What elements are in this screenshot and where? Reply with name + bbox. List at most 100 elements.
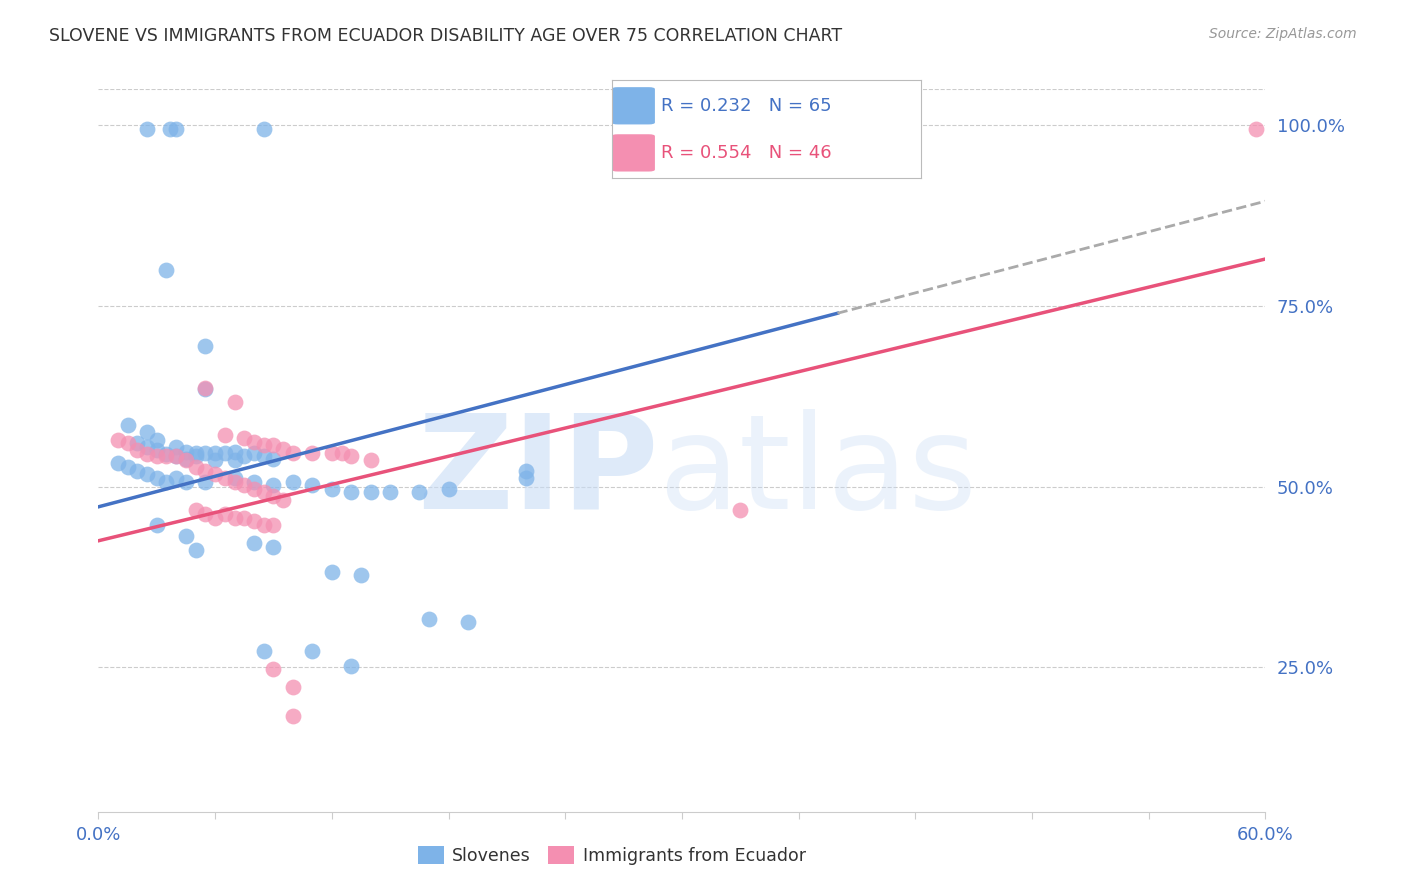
Point bbox=[194, 475, 217, 489]
Point bbox=[117, 460, 139, 475]
Point bbox=[184, 460, 207, 475]
Legend: Slovenes, Immigrants from Ecuador: Slovenes, Immigrants from Ecuador bbox=[411, 839, 813, 871]
Point bbox=[174, 445, 197, 459]
Point bbox=[233, 478, 256, 492]
Point bbox=[271, 442, 294, 456]
Point bbox=[233, 510, 256, 524]
Point bbox=[174, 475, 197, 489]
Point bbox=[136, 467, 159, 482]
Point bbox=[204, 445, 226, 459]
Point bbox=[437, 482, 460, 496]
Point bbox=[253, 644, 276, 658]
Point bbox=[408, 485, 430, 500]
Point bbox=[194, 381, 217, 395]
Point bbox=[194, 507, 217, 521]
Point bbox=[360, 453, 382, 467]
Point bbox=[155, 475, 177, 489]
Point bbox=[262, 517, 284, 532]
Point bbox=[194, 464, 217, 478]
Point bbox=[233, 431, 256, 445]
Point bbox=[184, 503, 207, 517]
Point bbox=[224, 395, 246, 409]
Text: Source: ZipAtlas.com: Source: ZipAtlas.com bbox=[1209, 27, 1357, 41]
Point bbox=[330, 445, 353, 459]
Point bbox=[194, 445, 217, 459]
Point bbox=[457, 615, 479, 630]
Point bbox=[253, 485, 276, 500]
Point bbox=[155, 262, 177, 277]
Point bbox=[253, 517, 276, 532]
Point bbox=[233, 449, 256, 463]
Text: SLOVENE VS IMMIGRANTS FROM ECUADOR DISABILITY AGE OVER 75 CORRELATION CHART: SLOVENE VS IMMIGRANTS FROM ECUADOR DISAB… bbox=[49, 27, 842, 45]
Point bbox=[214, 427, 236, 442]
Point bbox=[214, 445, 236, 459]
Point bbox=[224, 471, 246, 485]
Point bbox=[204, 510, 226, 524]
Point bbox=[146, 517, 169, 532]
Point bbox=[146, 449, 169, 463]
Point bbox=[107, 433, 129, 447]
Point bbox=[515, 464, 537, 478]
Point bbox=[174, 529, 197, 543]
Point bbox=[340, 658, 363, 673]
Point bbox=[224, 445, 246, 459]
Point bbox=[146, 471, 169, 485]
Point bbox=[136, 122, 159, 136]
Point bbox=[204, 467, 226, 482]
Point bbox=[214, 507, 236, 521]
Point bbox=[184, 445, 207, 459]
Point bbox=[165, 440, 187, 454]
Point bbox=[340, 485, 363, 500]
Point bbox=[146, 443, 169, 458]
Point bbox=[262, 452, 284, 467]
Point bbox=[262, 489, 284, 503]
Point bbox=[194, 382, 217, 396]
Point bbox=[165, 449, 187, 463]
Point bbox=[271, 492, 294, 507]
Point bbox=[127, 464, 149, 478]
Point bbox=[301, 445, 323, 459]
Text: R = 0.232   N = 65: R = 0.232 N = 65 bbox=[661, 97, 832, 115]
Point bbox=[262, 662, 284, 676]
Point bbox=[243, 482, 266, 496]
Point bbox=[281, 475, 304, 489]
Point bbox=[321, 482, 343, 496]
Point bbox=[262, 540, 284, 554]
Point bbox=[136, 440, 159, 454]
Point bbox=[253, 122, 276, 136]
Point bbox=[224, 475, 246, 489]
Point bbox=[127, 436, 149, 450]
Point bbox=[243, 445, 266, 459]
Text: ZIP: ZIP bbox=[418, 409, 658, 535]
Point bbox=[301, 644, 323, 658]
Point bbox=[165, 122, 187, 136]
Point bbox=[117, 436, 139, 450]
Point bbox=[224, 510, 246, 524]
Point bbox=[418, 612, 440, 626]
Point bbox=[136, 425, 159, 440]
Point bbox=[159, 122, 181, 136]
Point bbox=[360, 485, 382, 500]
Point bbox=[281, 445, 304, 459]
Point bbox=[262, 438, 284, 452]
Point bbox=[730, 503, 752, 517]
Point bbox=[281, 709, 304, 723]
Point bbox=[301, 478, 323, 492]
Point bbox=[321, 565, 343, 579]
FancyBboxPatch shape bbox=[612, 87, 655, 124]
Point bbox=[174, 452, 197, 467]
Point bbox=[136, 447, 159, 461]
Point bbox=[253, 449, 276, 463]
Point bbox=[117, 418, 139, 433]
Point bbox=[243, 434, 266, 449]
Point bbox=[281, 681, 304, 695]
Text: R = 0.554   N = 46: R = 0.554 N = 46 bbox=[661, 144, 832, 161]
Point bbox=[174, 453, 197, 467]
Point bbox=[204, 453, 226, 467]
Point bbox=[224, 453, 246, 467]
Point bbox=[243, 475, 266, 489]
Point bbox=[214, 471, 236, 485]
Point bbox=[194, 339, 217, 353]
Point bbox=[165, 449, 187, 463]
Text: atlas: atlas bbox=[658, 409, 977, 535]
